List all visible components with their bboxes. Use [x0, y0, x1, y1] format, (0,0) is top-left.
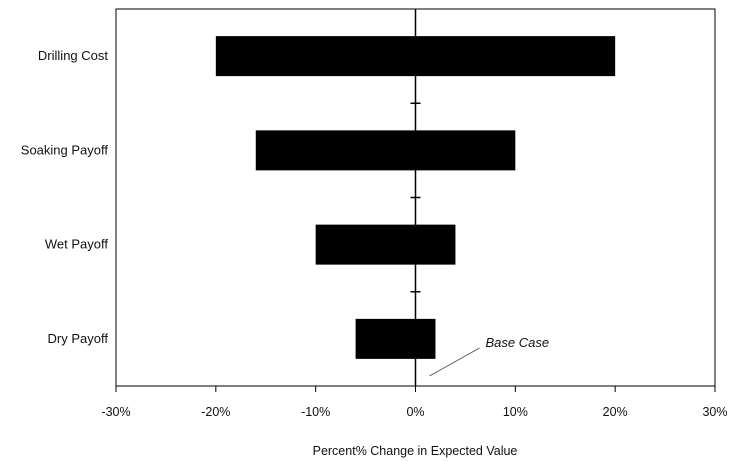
category-label: Dry Payoff [48, 331, 109, 346]
category-label: Drilling Cost [38, 48, 108, 63]
bar-dry-payoff [355, 318, 436, 359]
x-tick-label: 10% [503, 405, 528, 419]
bar-wet-payoff [315, 224, 456, 265]
base-case-annotation: Base Case [486, 335, 550, 350]
category-label: Soaking Payoff [21, 142, 109, 157]
annotations-layer: Base Case [429, 335, 550, 377]
x-axis-title: Percent% Change in Expected Value [313, 444, 518, 458]
category-labels: Drilling Cost Soaking Payoff Wet Payoff Dry… [21, 48, 109, 346]
x-tick-label: -30% [101, 405, 130, 419]
x-axis-ticks: -30% -20% -10% 0% 10% 20% 30% [101, 386, 728, 419]
category-label: Wet Payoff [45, 237, 108, 252]
x-tick-label: 20% [603, 405, 628, 419]
base-case-leader-line [429, 347, 480, 377]
x-tick-label: -10% [301, 405, 330, 419]
x-tick-label: 0% [406, 405, 424, 419]
x-tick-label: -20% [201, 405, 230, 419]
bar-soaking-payoff [255, 130, 516, 171]
x-tick-label: 30% [702, 405, 727, 419]
center-axis-layer [410, 9, 421, 386]
